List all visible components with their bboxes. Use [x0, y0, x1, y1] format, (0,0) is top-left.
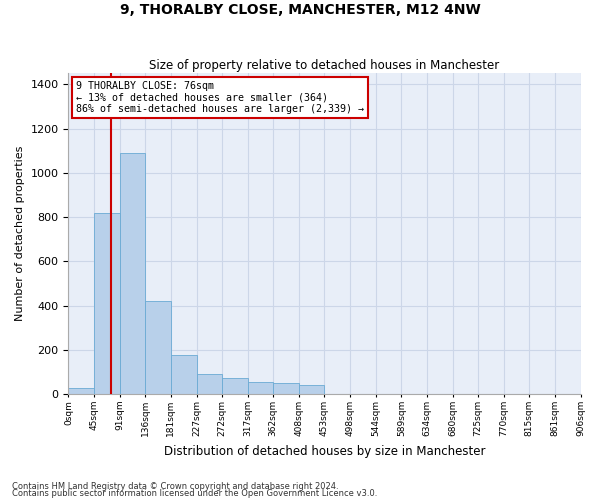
- Bar: [120, 153, 145, 394]
- Bar: [94, 212, 120, 394]
- Text: Contains public sector information licensed under the Open Government Licence v3: Contains public sector information licen…: [12, 490, 377, 498]
- Bar: [197, 374, 222, 394]
- Bar: [171, 356, 197, 394]
- Bar: [299, 386, 325, 394]
- Bar: [273, 383, 299, 394]
- Text: 9, THORALBY CLOSE, MANCHESTER, M12 4NW: 9, THORALBY CLOSE, MANCHESTER, M12 4NW: [119, 2, 481, 16]
- Bar: [68, 388, 94, 394]
- Text: 9 THORALBY CLOSE: 76sqm
← 13% of detached houses are smaller (364)
86% of semi-d: 9 THORALBY CLOSE: 76sqm ← 13% of detache…: [76, 81, 364, 114]
- X-axis label: Distribution of detached houses by size in Manchester: Distribution of detached houses by size …: [164, 444, 485, 458]
- Bar: [222, 378, 248, 394]
- Bar: [248, 382, 273, 394]
- Title: Size of property relative to detached houses in Manchester: Size of property relative to detached ho…: [149, 59, 500, 72]
- Y-axis label: Number of detached properties: Number of detached properties: [15, 146, 25, 322]
- Bar: [145, 301, 171, 394]
- Text: Contains HM Land Registry data © Crown copyright and database right 2024.: Contains HM Land Registry data © Crown c…: [12, 482, 338, 491]
